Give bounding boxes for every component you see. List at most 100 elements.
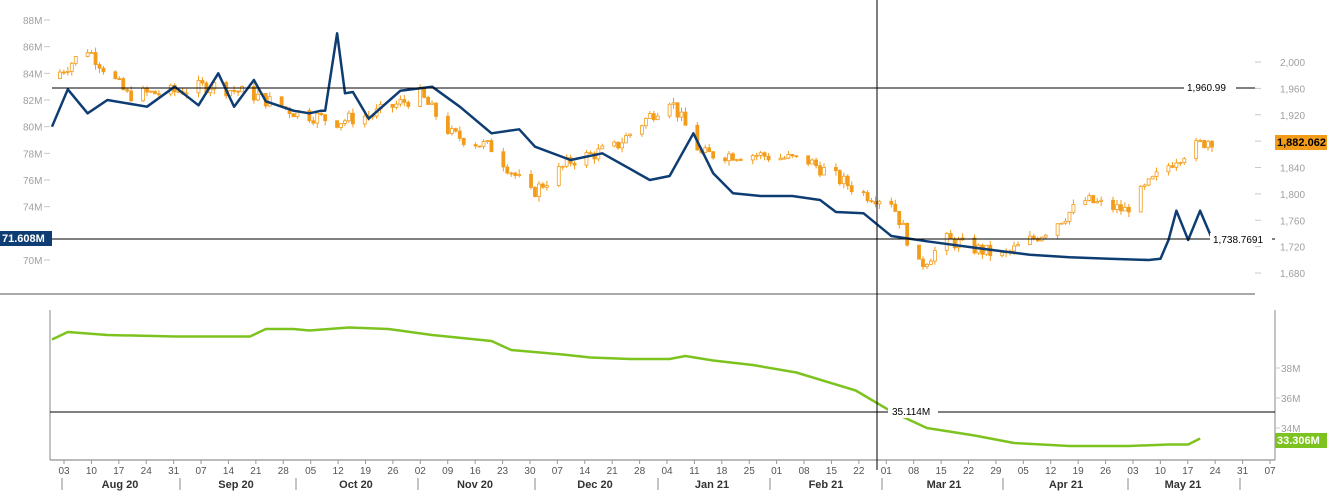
x-day-label: 21 [607, 466, 619, 477]
x-day-label: 11 [689, 466, 700, 477]
x-day-label: 08 [908, 466, 920, 477]
candle-body [1174, 162, 1179, 168]
candle-body [845, 175, 850, 187]
x-day-label: 24 [1210, 466, 1222, 477]
left-badge-label: 71.608M [2, 233, 45, 245]
x-day-label: 17 [113, 466, 125, 477]
x-day-label: 07 [552, 466, 564, 477]
x-month-label: Apr 21 [1049, 479, 1083, 491]
x-day-label: 19 [360, 466, 372, 477]
left-tick-label: 86M [23, 43, 42, 54]
candle-body [750, 155, 755, 161]
candle-body [1206, 140, 1210, 148]
candle-body [723, 157, 727, 162]
candle-body [1111, 199, 1115, 210]
candle-body [628, 133, 632, 136]
right-tick-label: 1,760 [1280, 216, 1305, 227]
x-month-label: May 21 [1165, 479, 1202, 491]
x-day-label: 16 [470, 466, 482, 477]
candle-body [430, 102, 434, 105]
candle-body [1194, 140, 1199, 160]
candle-body [1095, 201, 1100, 204]
x-month-label: Sep 20 [218, 479, 253, 491]
x-day-label: 01 [771, 466, 783, 477]
candle-body [1035, 238, 1040, 242]
candle-body [778, 157, 783, 161]
crosshair-lines [50, 0, 1275, 470]
green-badge-label: 33.306M [1277, 435, 1320, 447]
candle-body [58, 71, 62, 79]
candle-body [398, 99, 403, 105]
candle-body [833, 167, 838, 172]
x-day-label: 12 [1045, 466, 1057, 477]
candle-body [944, 233, 949, 251]
candle-body [449, 128, 454, 134]
candle-body [252, 86, 256, 101]
x-month-label: Feb 21 [809, 479, 844, 491]
candle-body [925, 263, 929, 268]
candle-body [485, 140, 490, 142]
value-badges[interactable]: 1,960.99 1,738.7691 71.608M 1,882.062 35.114… [0, 81, 1327, 448]
x-day-label: 14 [223, 466, 235, 477]
candle-body [683, 111, 688, 126]
candle-body [307, 110, 312, 122]
candle-body [560, 165, 565, 168]
candle-body [1000, 252, 1005, 257]
candle-body [643, 118, 648, 127]
lower-right-axis: 38M 36M 34M [1275, 364, 1300, 435]
candle-body [956, 239, 961, 249]
candle-body [347, 112, 351, 122]
x-day-label: 25 [744, 466, 756, 477]
candle-body [323, 114, 328, 122]
x-day-label: 30 [524, 466, 536, 477]
candle-body [129, 90, 134, 102]
candle-body [85, 52, 90, 57]
x-month-label: Jan 21 [695, 479, 729, 491]
x-day-label: 03 [58, 466, 70, 477]
candle-body [655, 115, 660, 121]
candle-body [101, 67, 106, 73]
candle-body [141, 87, 145, 102]
candle-body [65, 71, 70, 73]
x-day-label: 01 [881, 466, 893, 477]
candle-body [426, 96, 431, 105]
x-day-label: 14 [579, 466, 591, 477]
x-day-label: 04 [661, 466, 673, 477]
crosshair-price-bg [1184, 81, 1236, 94]
candle-body [1043, 234, 1048, 238]
candle-body [529, 174, 533, 188]
right-tick-label: 1,960 [1280, 84, 1305, 95]
x-day-label: 31 [168, 466, 180, 477]
green-line [51, 326, 1201, 448]
candle-body [1150, 175, 1155, 180]
right-tick-label: 1,800 [1280, 190, 1305, 201]
x-day-label: 05 [1018, 466, 1030, 477]
x-axis: 03 10 17 24 31 07 14 21 28 05 12 19 26 02 09 16 23 30 07 14… [58, 460, 1276, 491]
navy-last-label: 1,738.7691 [1213, 235, 1263, 246]
candle-body [600, 145, 605, 150]
lower-crosshair-label-bg [888, 405, 938, 418]
x-day-label: 29 [990, 466, 1002, 477]
candle-body [790, 154, 795, 157]
candle-body [1099, 199, 1104, 202]
candle-body [125, 89, 130, 92]
candle-body [343, 120, 347, 124]
candle-body [707, 147, 712, 153]
candle-body [113, 71, 118, 80]
candle-body [541, 183, 545, 188]
lower-tick-label: 38M [1281, 364, 1300, 375]
candle-body [537, 183, 541, 197]
x-day-label: 28 [278, 466, 290, 477]
candle-body [1083, 200, 1088, 205]
candle-body [754, 154, 759, 157]
right-tick-label: 1,840 [1280, 164, 1305, 175]
x-month-label: Nov 20 [457, 479, 493, 491]
crosshair-price-label: 1,960.99 [1187, 83, 1226, 94]
candle-body [89, 52, 94, 54]
candle-body [73, 56, 78, 64]
x-day-label: 12 [333, 466, 345, 477]
right-axis: 2,0001,9601,9201,8801,8401,8001,7601,720… [1255, 58, 1305, 280]
candle-body [651, 113, 656, 121]
candle-body [675, 102, 680, 118]
